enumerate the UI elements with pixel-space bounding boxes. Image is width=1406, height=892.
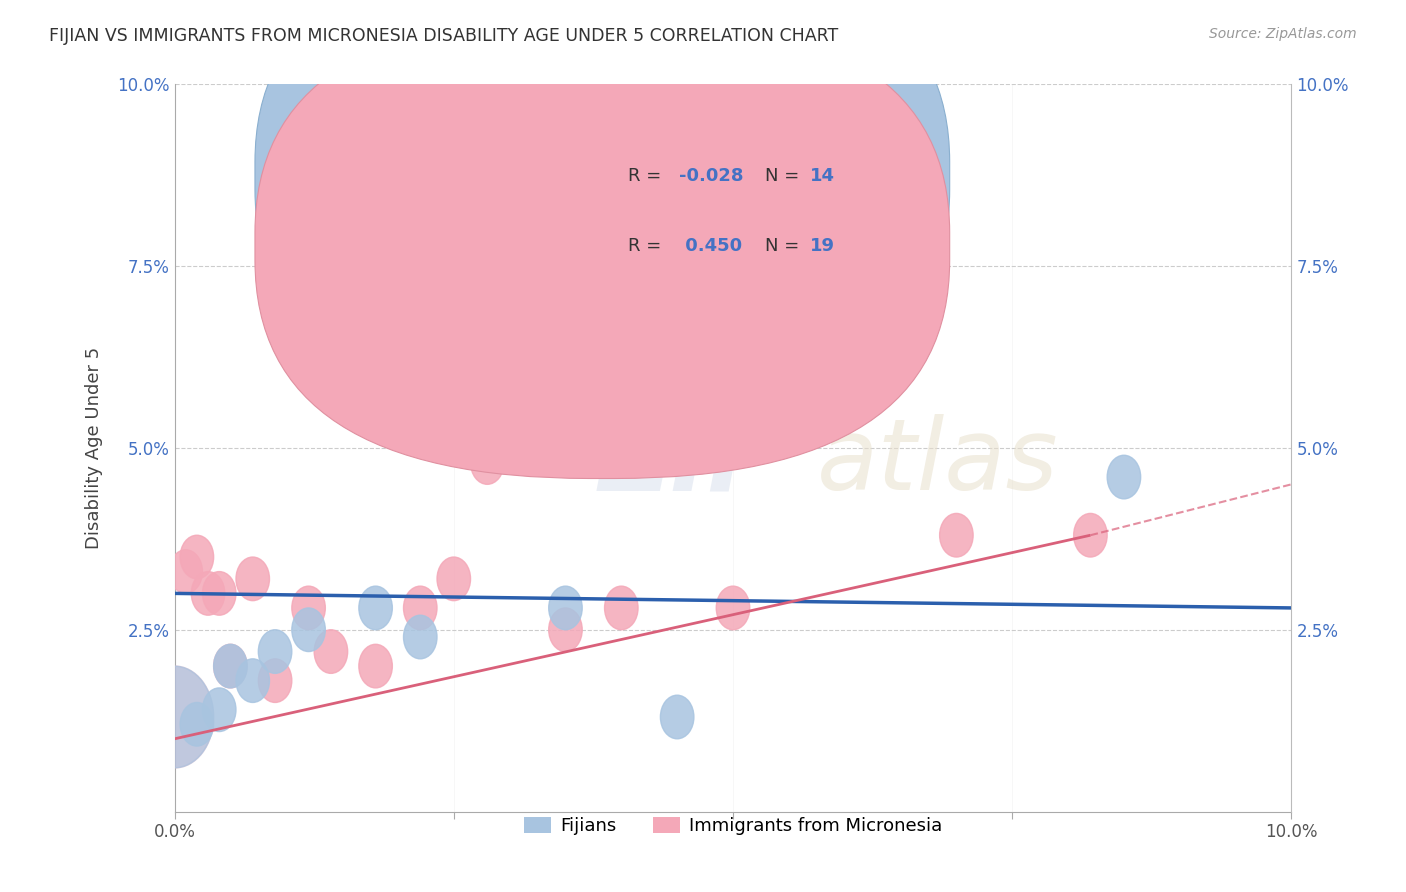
FancyBboxPatch shape xyxy=(565,143,890,281)
Ellipse shape xyxy=(548,608,582,651)
Text: Source: ZipAtlas.com: Source: ZipAtlas.com xyxy=(1209,27,1357,41)
Y-axis label: Disability Age Under 5: Disability Age Under 5 xyxy=(86,347,103,549)
Ellipse shape xyxy=(359,644,392,688)
Ellipse shape xyxy=(135,666,214,768)
Ellipse shape xyxy=(202,572,236,615)
Text: ZIP: ZIP xyxy=(599,414,782,511)
Text: N =: N = xyxy=(765,237,806,255)
Ellipse shape xyxy=(605,586,638,630)
Ellipse shape xyxy=(1074,514,1107,557)
Ellipse shape xyxy=(404,586,437,630)
Ellipse shape xyxy=(1107,455,1140,499)
Text: N =: N = xyxy=(765,167,806,185)
Ellipse shape xyxy=(236,557,270,600)
Ellipse shape xyxy=(180,703,214,746)
Ellipse shape xyxy=(661,695,695,739)
Ellipse shape xyxy=(548,586,582,630)
Ellipse shape xyxy=(471,441,503,484)
Ellipse shape xyxy=(292,608,325,651)
Ellipse shape xyxy=(526,186,560,230)
Ellipse shape xyxy=(292,586,325,630)
Ellipse shape xyxy=(259,630,292,673)
Text: R =: R = xyxy=(628,167,666,185)
Ellipse shape xyxy=(259,659,292,703)
Text: atlas: atlas xyxy=(817,414,1059,511)
Ellipse shape xyxy=(214,644,247,688)
Ellipse shape xyxy=(314,630,347,673)
Text: 14: 14 xyxy=(810,167,835,185)
FancyBboxPatch shape xyxy=(254,14,949,478)
Ellipse shape xyxy=(135,666,214,768)
Ellipse shape xyxy=(169,549,202,593)
Ellipse shape xyxy=(939,514,973,557)
Legend: Fijians, Immigrants from Micronesia: Fijians, Immigrants from Micronesia xyxy=(517,810,949,842)
Ellipse shape xyxy=(437,557,471,600)
Text: 0.450: 0.450 xyxy=(679,237,742,255)
Text: -0.028: -0.028 xyxy=(679,167,744,185)
Ellipse shape xyxy=(202,688,236,731)
Text: FIJIAN VS IMMIGRANTS FROM MICRONESIA DISABILITY AGE UNDER 5 CORRELATION CHART: FIJIAN VS IMMIGRANTS FROM MICRONESIA DIS… xyxy=(49,27,838,45)
Ellipse shape xyxy=(627,244,661,288)
Ellipse shape xyxy=(214,644,247,688)
FancyBboxPatch shape xyxy=(254,0,949,408)
Ellipse shape xyxy=(236,659,270,703)
Text: R =: R = xyxy=(628,237,666,255)
Text: 19: 19 xyxy=(810,237,835,255)
Ellipse shape xyxy=(180,535,214,579)
Ellipse shape xyxy=(716,586,749,630)
Ellipse shape xyxy=(404,615,437,659)
Ellipse shape xyxy=(191,572,225,615)
Ellipse shape xyxy=(359,586,392,630)
